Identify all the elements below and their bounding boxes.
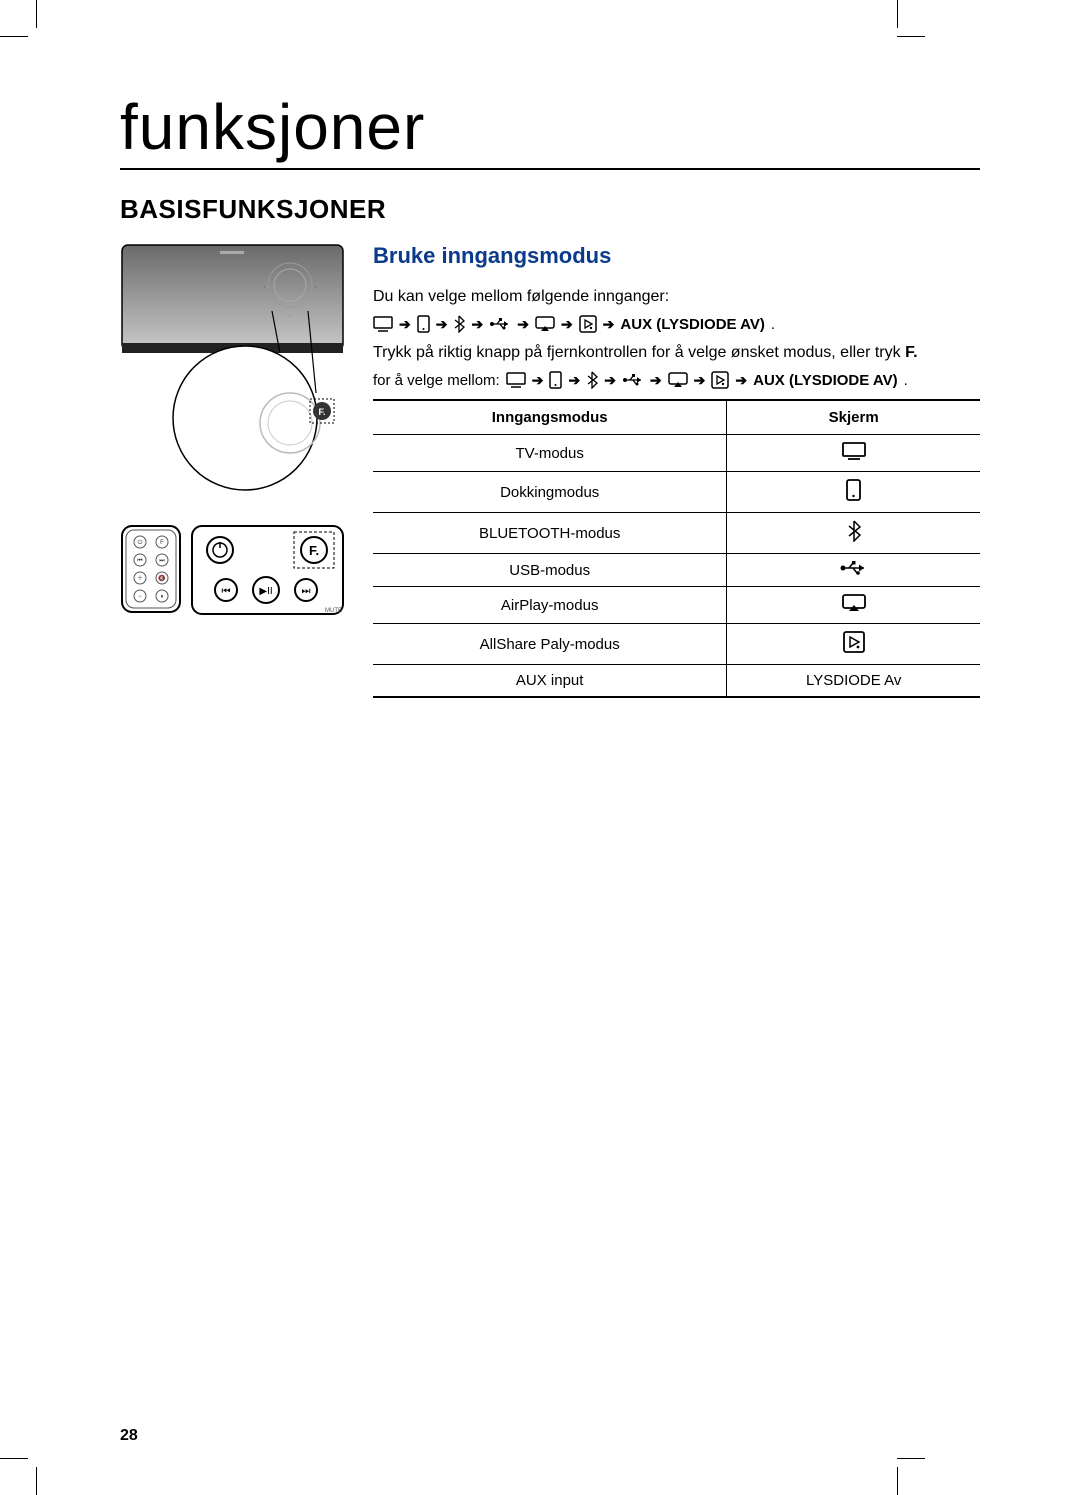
mode-cell: AirPlay-modus	[373, 587, 727, 624]
arrow-icon: ➔	[735, 372, 747, 389]
screen-cell	[727, 624, 980, 665]
arrow-icon: ➔	[471, 316, 483, 333]
mode-cell: Dokkingmodus	[373, 472, 727, 513]
bluetooth-icon	[847, 520, 861, 542]
arrow-icon: ➔	[517, 316, 529, 333]
svg-text:−: −	[138, 594, 142, 600]
svg-text:F.: F.	[318, 407, 325, 417]
dock-icon	[417, 315, 430, 333]
svg-text:🔇: 🔇	[158, 574, 166, 582]
svg-text:F.: F.	[309, 543, 319, 558]
arrow-icon: ➔	[532, 372, 544, 389]
aux-label: AUX (LYSDIODE AV)	[620, 316, 764, 333]
table-row: BLUETOOTH-modus	[373, 513, 980, 554]
table-row: AllShare Paly-modus	[373, 624, 980, 665]
input-modes-table: Inngangsmodus Skjerm TV-modusDokkingmodu…	[373, 399, 980, 698]
screen-cell	[727, 554, 980, 587]
screen-cell	[727, 587, 980, 624]
svg-text:◄: ◄	[262, 284, 266, 289]
usb-icon	[622, 374, 644, 386]
right-column: Bruke inngangsmodus Du kan velge mellom …	[373, 243, 980, 698]
arrow-icon: ➔	[604, 372, 616, 389]
svg-text:⏻: ⏻	[138, 539, 143, 546]
speaker-diagram: + − ◄ ► F.	[120, 243, 345, 496]
usb-icon	[840, 561, 868, 575]
airplay-icon	[842, 594, 866, 612]
arrow-icon: ➔	[603, 316, 615, 333]
bluetooth-icon	[453, 315, 465, 333]
svg-text:＋: ＋	[137, 575, 143, 582]
svg-text:MUTE: MUTE	[325, 608, 342, 614]
svg-text:►: ►	[314, 284, 318, 289]
svg-text:▶II: ▶II	[259, 586, 272, 597]
arrow-icon: ➔	[568, 372, 580, 389]
page-number: 28	[120, 1427, 138, 1445]
allshare-icon	[711, 371, 729, 389]
table-row: Dokkingmodus	[373, 472, 980, 513]
allshare-icon	[579, 315, 597, 333]
airplay-icon	[535, 316, 555, 332]
content-row: + − ◄ ► F.	[120, 243, 980, 698]
svg-text:F: F	[160, 540, 164, 546]
mode-cell: TV-modus	[373, 435, 727, 472]
svg-text:⏮: ⏮	[137, 558, 143, 564]
page-title: funksjoner	[120, 90, 980, 170]
table-row: USB-modus	[373, 554, 980, 587]
input-sequence-2: for å velge mellom: ➔ ➔ ➔ ➔ ➔ ➔ AUX (LYS…	[373, 371, 980, 389]
svg-text:⏭: ⏭	[159, 558, 165, 564]
arrow-icon: ➔	[561, 316, 573, 333]
svg-text:⏸: ⏸	[160, 594, 163, 600]
subsection-title: Bruke inngangsmodus	[373, 243, 980, 269]
intro-text: Du kan velge mellom følgende innganger:	[373, 285, 980, 309]
svg-text:−: −	[289, 313, 292, 319]
dock-icon	[549, 371, 562, 389]
table-row: AUX inputLYSDIODE Av	[373, 665, 980, 698]
svg-text:⏮: ⏮	[222, 586, 231, 597]
airplay-icon	[668, 372, 688, 388]
mode-cell: USB-modus	[373, 554, 727, 587]
table-header-mode: Inngangsmodus	[373, 400, 727, 435]
screen-cell	[727, 435, 980, 472]
tv-icon	[373, 316, 393, 332]
section-title: BASISFUNKSJONER	[120, 194, 980, 225]
arrow-icon: ➔	[436, 316, 448, 333]
screen-cell	[727, 472, 980, 513]
allshare-icon	[843, 631, 865, 653]
instruction-line-1: Trykk på riktig knapp på fjernkontrollen…	[373, 341, 980, 365]
arrow-icon: ➔	[650, 372, 662, 389]
svg-text:⏭: ⏭	[302, 586, 311, 597]
tv-icon	[842, 442, 866, 460]
screen-cell	[727, 513, 980, 554]
arrow-icon: ➔	[694, 372, 706, 389]
mode-cell: AUX input	[373, 665, 727, 698]
input-sequence-1: ➔ ➔ ➔ ➔ ➔ ➔ AUX (LYSDIODE AV).	[373, 315, 980, 333]
screen-cell: LYSDIODE Av	[727, 665, 980, 698]
left-column: + − ◄ ► F.	[120, 243, 345, 616]
tv-icon	[506, 372, 526, 388]
bluetooth-icon	[586, 371, 598, 389]
table-row: TV-modus	[373, 435, 980, 472]
dock-icon	[846, 479, 861, 501]
remote-diagram: ⏻ F ⏮ ⏭ ＋ 🔇 − ⏸	[120, 524, 345, 616]
table-header-screen: Skjerm	[727, 400, 980, 435]
mode-cell: BLUETOOTH-modus	[373, 513, 727, 554]
page-content: funksjoner BASISFUNKSJONER	[0, 0, 1080, 738]
arrow-icon: ➔	[399, 316, 411, 333]
table-row: AirPlay-modus	[373, 587, 980, 624]
svg-text:+: +	[289, 255, 292, 261]
usb-icon	[489, 318, 511, 330]
mode-cell: AllShare Paly-modus	[373, 624, 727, 665]
aux-label: AUX (LYSDIODE AV)	[753, 372, 897, 389]
